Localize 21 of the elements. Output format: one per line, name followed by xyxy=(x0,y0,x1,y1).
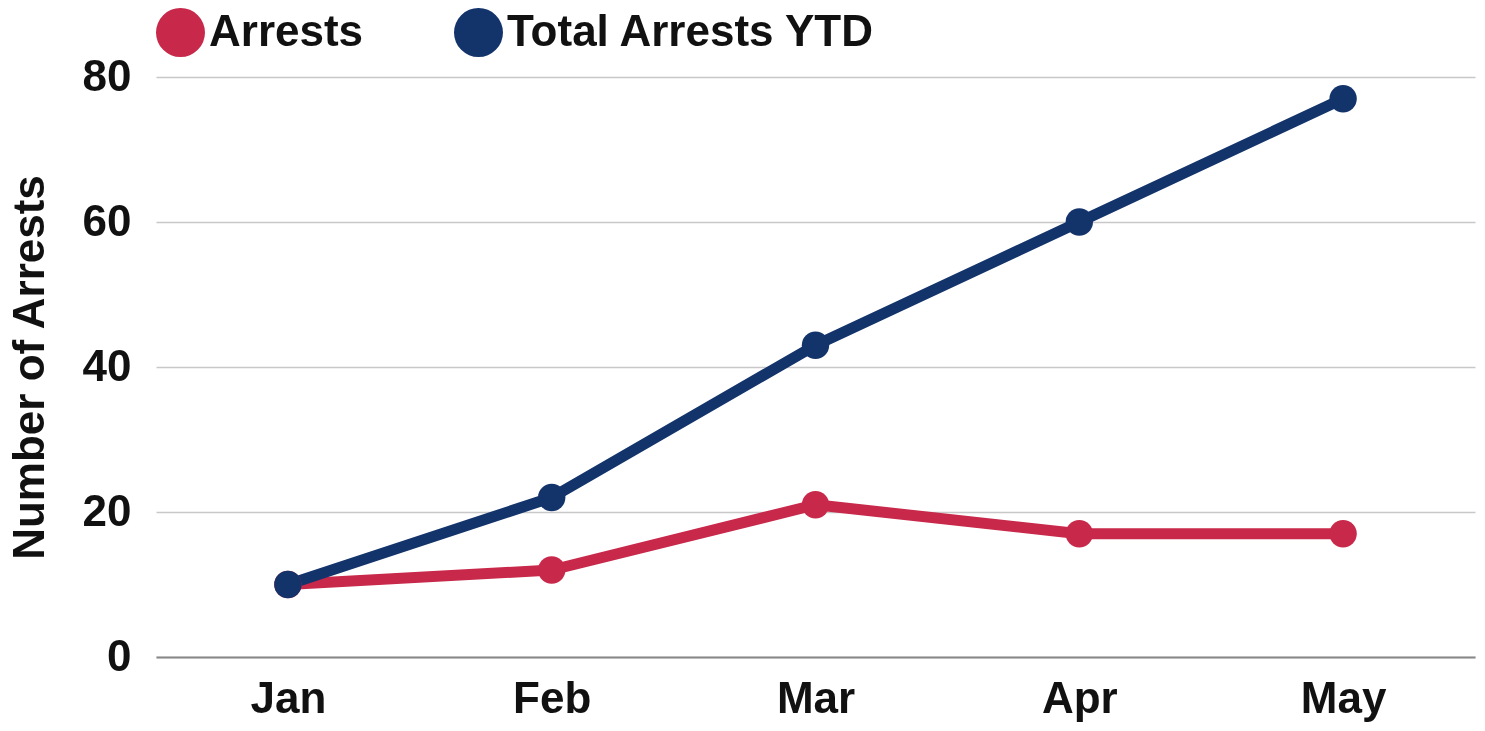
point xyxy=(1065,520,1093,548)
point xyxy=(1065,208,1093,236)
x-tick-label: Apr xyxy=(1041,672,1118,722)
y-tick-label: 20 xyxy=(82,485,132,535)
x-tick-label: Feb xyxy=(513,672,592,722)
y-axis-title: Number of Arrests xyxy=(3,175,53,560)
point xyxy=(1329,85,1357,113)
point xyxy=(801,331,830,359)
y-tick-label: 80 xyxy=(82,50,132,100)
y-tick-label: 0 xyxy=(107,630,132,680)
x-tick-label: Jan xyxy=(250,672,327,722)
point xyxy=(538,556,566,584)
x-tick-label: Mar xyxy=(776,672,856,722)
x-tick-label: May xyxy=(1300,672,1387,722)
y-tick-label: 40 xyxy=(82,340,132,390)
point xyxy=(801,491,830,519)
legend-label: Arrests xyxy=(209,5,364,55)
y-tick-label: 60 xyxy=(82,195,132,245)
legend-label: Total Arrests YTD xyxy=(507,5,873,55)
point xyxy=(538,483,566,512)
point xyxy=(1329,520,1357,548)
